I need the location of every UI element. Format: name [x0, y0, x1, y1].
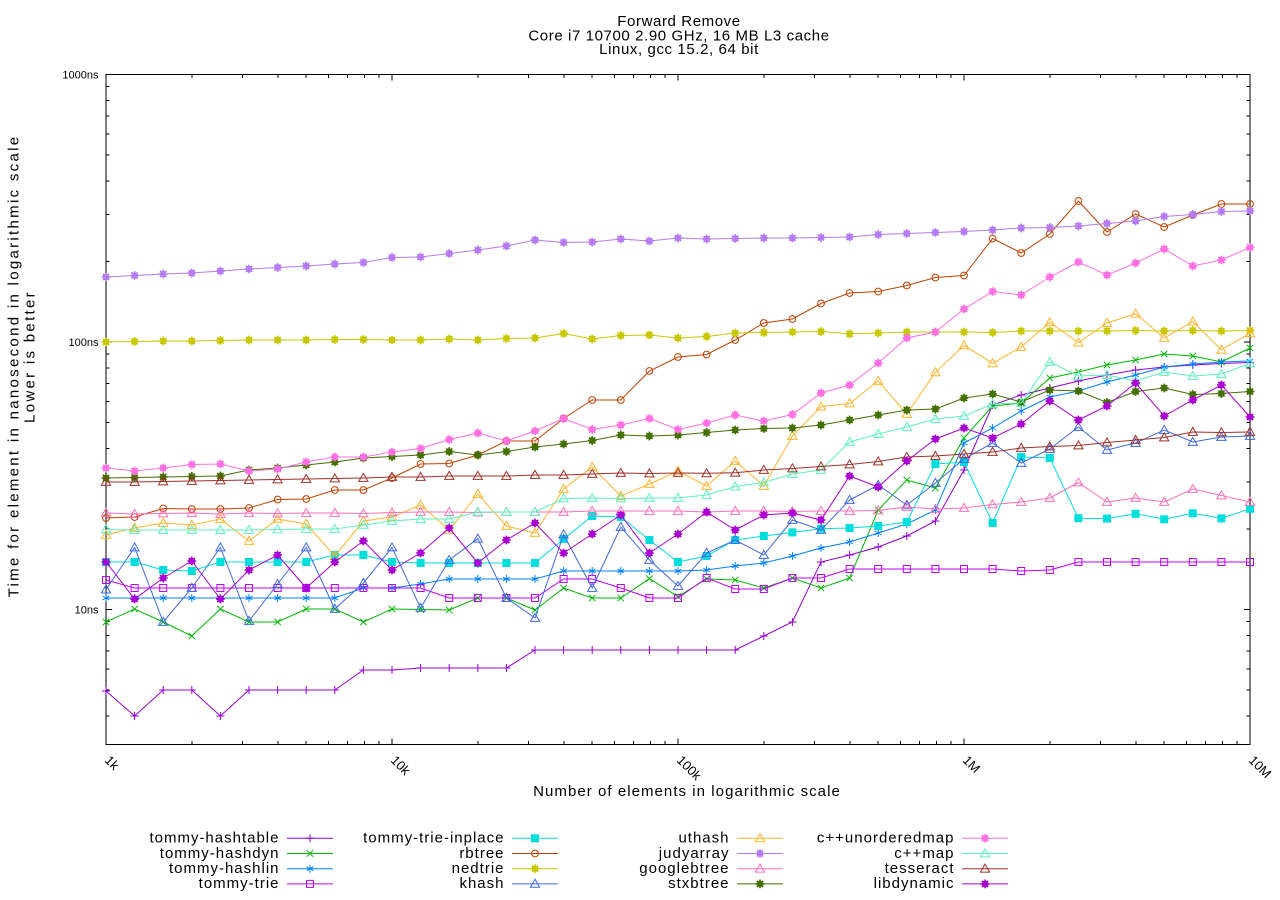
svg-text:c++unorderedmap: c++unorderedmap [817, 830, 955, 847]
svg-text:nedtrie: nedtrie [452, 860, 505, 877]
svg-text:googlebtree: googlebtree [639, 860, 729, 877]
svg-text:Time for element in nanosecond: Time for element in nanosecond in logari… [6, 135, 23, 598]
svg-text:1000ns: 1000ns [62, 70, 99, 82]
svg-text:c++map: c++map [894, 845, 954, 862]
svg-text:Linux, gcc 15.2, 64 bit: Linux, gcc 15.2, 64 bit [599, 41, 759, 58]
svg-text:libdynamic: libdynamic [874, 875, 955, 892]
svg-text:khash: khash [459, 875, 504, 892]
svg-text:10ns: 10ns [75, 605, 99, 617]
svg-text:Core i7 10700 2.90 GHz, 16 MB: Core i7 10700 2.90 GHz, 16 MB L3 cache [528, 28, 829, 45]
svg-text:Forward Remove: Forward Remove [617, 13, 740, 30]
svg-text:100ns: 100ns [69, 337, 99, 349]
svg-text:stxbtree: stxbtree [668, 875, 729, 892]
svg-text:tommy-hashlin: tommy-hashlin [169, 860, 280, 877]
svg-text:Lower is better: Lower is better [22, 290, 39, 423]
svg-text:tommy-hashtable: tommy-hashtable [149, 830, 279, 847]
svg-text:judyarray: judyarray [658, 845, 730, 862]
svg-text:rbtree: rbtree [459, 845, 504, 862]
svg-text:tommy-hashdyn: tommy-hashdyn [160, 845, 280, 862]
svg-text:Number of elements in logarith: Number of elements in logarithmic scale [533, 783, 841, 800]
svg-text:tesseract: tesseract [885, 860, 955, 877]
svg-text:uthash: uthash [678, 830, 729, 847]
svg-text:tommy-trie: tommy-trie [199, 875, 280, 892]
svg-text:tommy-trie-inplace: tommy-trie-inplace [363, 830, 504, 847]
